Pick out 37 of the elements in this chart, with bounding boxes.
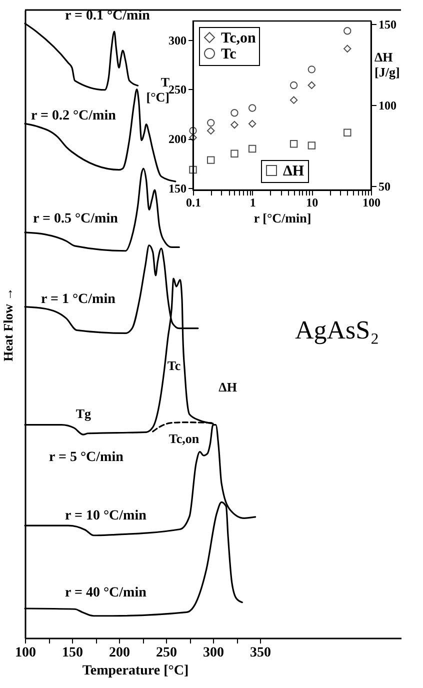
x-tick-label: 100 bbox=[15, 646, 36, 660]
y2-tick-label: 50 bbox=[378, 179, 390, 194]
x-tick-label: 150 bbox=[62, 646, 83, 660]
x-tick-label: 200 bbox=[109, 646, 130, 660]
annotation: Tc bbox=[167, 358, 181, 373]
y-tick-label: 150 bbox=[168, 182, 186, 196]
legend-label: Tc,on bbox=[221, 30, 257, 46]
series-label: r = 1 °C/min bbox=[41, 292, 116, 307]
legend-label: ΔH bbox=[283, 164, 304, 180]
series-label: r = 40 °C/min bbox=[65, 586, 147, 601]
series-label: r = 0.1 °C/min bbox=[65, 8, 150, 24]
y-tick-label: 250 bbox=[168, 82, 186, 97]
y-tick-label: 200 bbox=[168, 132, 186, 146]
y-axis-title: Heat Flow → bbox=[0, 288, 16, 362]
x-tick-label: 300 bbox=[203, 646, 224, 660]
x-axis-title: r [°C/min] bbox=[254, 210, 312, 226]
annotation: Tc,on bbox=[168, 431, 200, 446]
legend-label: Tc bbox=[221, 46, 237, 62]
y-tick-label: 300 bbox=[168, 33, 186, 48]
y-axis-title: T [°C] bbox=[146, 74, 170, 104]
x-tick-label: 1 bbox=[250, 196, 256, 210]
series-label: r = 0.2 °C/min bbox=[31, 108, 116, 124]
y2-axis-title: ΔH [J/g] bbox=[374, 50, 400, 80]
x-tick-label: 250 bbox=[156, 646, 177, 660]
x-axis-title: Temperature [°C] bbox=[82, 664, 189, 678]
x-tick-label: 0.1 bbox=[186, 196, 201, 210]
annotation: ΔH bbox=[218, 380, 237, 395]
series-label: r = 0.5 °C/min bbox=[33, 211, 118, 226]
x-tick-label: 350 bbox=[250, 646, 271, 660]
y2-tick-label: 150 bbox=[378, 18, 396, 32]
series-label: r = 10 °C/min bbox=[65, 508, 147, 524]
series-label: r = 5 °C/min bbox=[49, 450, 124, 465]
y2-tick-label: 100 bbox=[378, 98, 396, 113]
annotation: AgAsS₂ bbox=[294, 315, 380, 344]
x-tick-label: 10 bbox=[306, 196, 318, 210]
annotation: Tg bbox=[76, 406, 92, 421]
x-tick-label: 100 bbox=[362, 196, 380, 210]
